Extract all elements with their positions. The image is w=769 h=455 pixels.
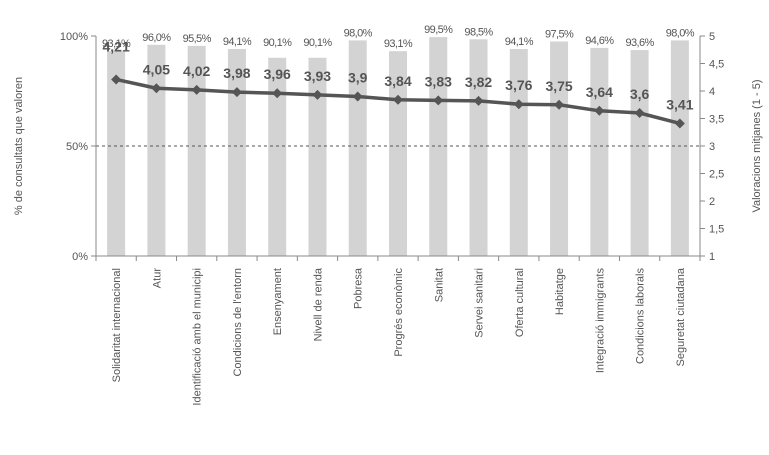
x-category-label-10: Servei sanitari: [474, 268, 486, 338]
x-category-label-4: Condicions de l'entorn: [232, 268, 244, 377]
x-category-label-15: Seguretat ciutadana: [675, 267, 687, 366]
bar-5: [268, 58, 286, 256]
y-tick-label-right: 1: [709, 251, 715, 263]
bar-10: [470, 39, 488, 256]
bar-value-label-12: 97,5%: [545, 29, 574, 41]
x-category-label-12: Habitatge: [554, 268, 566, 315]
line-value-label-15: 3,41: [666, 96, 693, 112]
bar-9: [429, 37, 447, 256]
x-category-label-3: Identificació amb el municipi: [192, 268, 204, 406]
line-value-label-4: 3,98: [223, 65, 250, 81]
x-category-label-2: Atur: [151, 268, 163, 289]
x-category-label-13: Integració immigrants: [594, 268, 606, 374]
line-value-label-13: 3,64: [586, 84, 613, 100]
x-category-label-8: Progrés econòmic: [393, 268, 405, 357]
line-value-label-10: 3,82: [465, 74, 492, 90]
bar-value-label-7: 98,0%: [344, 27, 373, 39]
line-value-label-11: 3,76: [505, 77, 532, 93]
y-axis-label-left: % de consultats que valoren: [13, 77, 25, 215]
y-tick-label-left: 100%: [60, 31, 88, 43]
bar-12: [550, 42, 568, 257]
bar-value-label-11: 94,1%: [505, 36, 534, 48]
bar-14: [631, 50, 649, 256]
bar-value-label-5: 90,1%: [263, 37, 292, 49]
y-tick-label-right: 4,5: [709, 59, 724, 71]
bar-value-label-4: 94,1%: [223, 36, 252, 48]
y-tick-label-right: 3,5: [709, 114, 724, 126]
y-tick-label-right: 1,5: [709, 224, 724, 236]
bar-15: [671, 40, 689, 256]
y-axis-label-right: Valoracions mitjanes (1 - 5): [751, 79, 763, 212]
line-value-label-12: 3,75: [545, 78, 572, 94]
bar-13: [590, 48, 608, 256]
bar-value-label-6: 90,1%: [303, 37, 332, 49]
line-value-label-9: 3,83: [425, 73, 452, 89]
x-category-label-1: Solidaritat internacional: [111, 268, 123, 382]
bar-value-label-8: 93,1%: [384, 38, 413, 50]
bar-6: [308, 58, 326, 256]
line-value-label-14: 3,6: [630, 86, 650, 102]
y-tick-label-left: 0%: [72, 251, 88, 263]
x-category-label-9: Sanitat: [433, 268, 445, 302]
x-category-label-5: Ensenyament: [272, 268, 284, 335]
y-tick-label-right: 3: [709, 141, 715, 153]
x-category-label-11: Oferta cultural: [514, 268, 526, 337]
line-value-label-3: 4,02: [183, 63, 210, 79]
line-value-label-6: 3,93: [304, 68, 331, 84]
line-value-label-1: 4,21: [103, 38, 130, 54]
y-tick-label-right: 2,5: [709, 169, 724, 181]
line-value-label-8: 3,84: [384, 73, 411, 89]
bar-value-label-2: 96,0%: [142, 32, 171, 44]
y-tick-label-right: 2: [709, 196, 715, 208]
line-value-label-2: 4,05: [143, 61, 170, 77]
x-category-label-14: Condicions laborals: [635, 268, 647, 364]
bar-value-label-3: 95,5%: [183, 33, 212, 45]
y-tick-label-right: 4: [709, 86, 715, 98]
bar-value-label-15: 98,0%: [666, 27, 695, 39]
bar-value-label-9: 99,5%: [424, 24, 453, 36]
y-tick-label-left: 50%: [66, 141, 88, 153]
y-tick-label-right: 5: [709, 31, 715, 43]
bar-value-label-10: 98,5%: [464, 26, 493, 38]
line-value-label-7: 3,9: [348, 70, 368, 86]
x-category-label-6: Nivell de renda: [312, 267, 324, 341]
bar-value-label-14: 93,6%: [625, 37, 654, 49]
line-value-label-5: 3,96: [264, 66, 291, 82]
x-category-label-7: Pobresa: [353, 267, 365, 309]
bar-value-label-13: 94,6%: [585, 35, 614, 47]
